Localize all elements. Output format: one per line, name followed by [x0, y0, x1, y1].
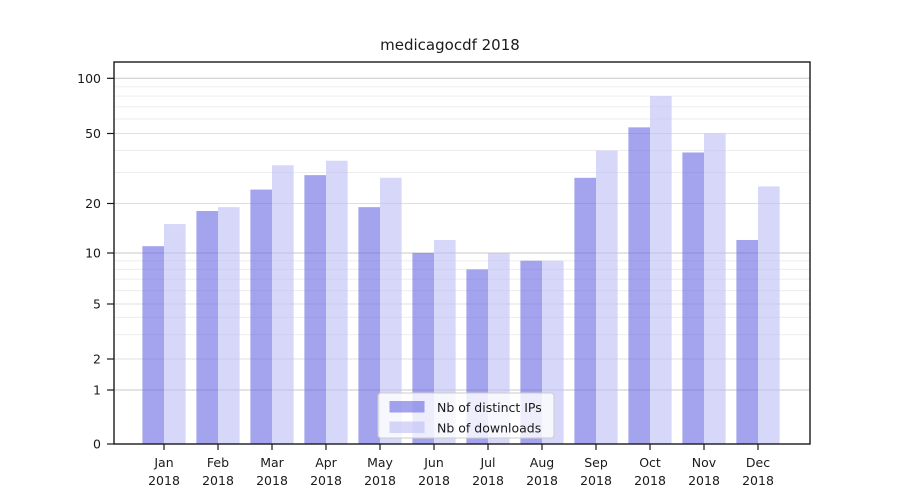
bar-downloads-feb: [218, 207, 240, 444]
chart-title: medicagocdf 2018: [380, 36, 520, 54]
legend: Nb of distinct IPs Nb of downloads: [377, 392, 555, 439]
bar-downloads-sep: [596, 150, 618, 444]
x-tick-label-year: 2018: [364, 473, 396, 488]
bar-distinct-ips-dec: [736, 239, 758, 444]
bar-downloads-dec: [758, 186, 780, 445]
x-tick-label-year: 2018: [580, 473, 612, 488]
x-tick-label-month: Aug: [530, 455, 554, 470]
x-tick-label-month: Jun: [423, 455, 444, 470]
x-tick-label-month: Jan: [153, 455, 173, 470]
x-axis-ticks: Jan 2018 Feb 2018 Mar 2018 Apr 2018 May 2018 Jun 20…: [148, 444, 774, 488]
legend-swatch-distinct-ips: [389, 401, 425, 413]
bar-downloads-oct: [650, 96, 672, 444]
x-tick-label-year: 2018: [634, 473, 666, 488]
x-tick-label-month: Feb: [207, 455, 229, 470]
bar-distinct-ips-apr: [304, 175, 326, 444]
bar-distinct-ips-feb: [196, 211, 218, 444]
x-tick-label-year: 2018: [256, 473, 288, 488]
y-tick-label: 5: [93, 297, 101, 312]
x-tick-label-month: Sep: [584, 455, 608, 470]
x-tick-label-year: 2018: [472, 473, 504, 488]
bar-distinct-ips-sep: [574, 177, 596, 444]
bar-downloads-jan: [164, 224, 186, 444]
x-tick-label-year: 2018: [742, 473, 774, 488]
bar-downloads-nov: [704, 133, 726, 444]
legend-label-downloads: Nb of downloads: [437, 421, 541, 436]
x-tick-label-year: 2018: [688, 473, 720, 488]
bar-distinct-ips-jan: [142, 246, 164, 444]
x-tick-label-year: 2018: [202, 473, 234, 488]
x-tick-label-year: 2018: [310, 473, 342, 488]
y-tick-label: 100: [77, 71, 101, 86]
x-tick-label-month: Oct: [639, 455, 661, 470]
x-tick-label-year: 2018: [418, 473, 450, 488]
x-tick-label-month: Dec: [746, 455, 770, 470]
bars: [142, 96, 780, 445]
legend-label-distinct-ips: Nb of distinct IPs: [437, 400, 542, 415]
bar-distinct-ips-may: [358, 207, 380, 444]
bar-downloads-mar: [272, 165, 294, 444]
y-tick-label: 10: [85, 246, 101, 261]
x-tick-label-year: 2018: [526, 473, 558, 488]
bar-distinct-ips-nov: [682, 152, 704, 444]
x-tick-label-month: Apr: [315, 455, 337, 470]
x-tick-label-month: May: [367, 455, 393, 470]
x-tick-label-year: 2018: [148, 473, 180, 488]
y-tick-label: 20: [85, 196, 101, 211]
y-tick-label: 1: [93, 383, 101, 398]
bar-distinct-ips-oct: [628, 127, 650, 445]
y-tick-label: 50: [85, 126, 101, 141]
x-tick-label-month: Nov: [692, 455, 717, 470]
bar-downloads-may: [380, 177, 402, 444]
legend-swatch-downloads: [389, 421, 425, 433]
y-tick-label: 2: [93, 352, 101, 367]
x-tick-label-month: Jul: [479, 455, 495, 470]
bar-distinct-ips-mar: [250, 189, 272, 444]
y-tick-label: 0: [93, 437, 101, 452]
bar-downloads-apr: [326, 160, 348, 444]
x-tick-label-month: Mar: [260, 455, 284, 470]
